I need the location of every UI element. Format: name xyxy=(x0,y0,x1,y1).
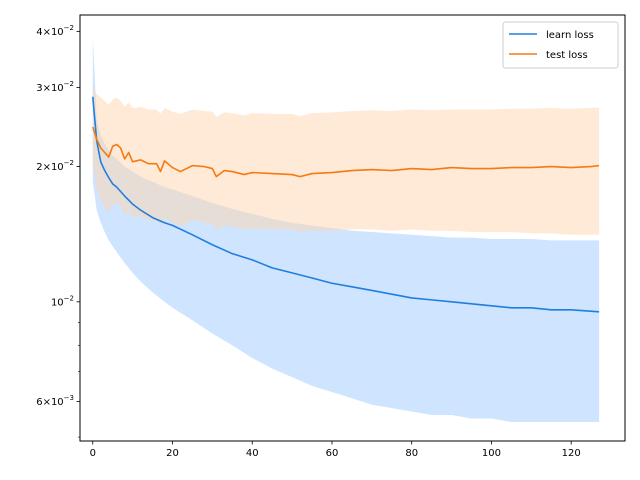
test-loss-band xyxy=(92,87,600,235)
x-tick-label: 20 xyxy=(166,448,179,459)
learn-loss-legend-label: learn loss xyxy=(546,30,594,41)
learn-loss-band xyxy=(92,36,600,423)
y-tick-label: 10−2 xyxy=(51,294,74,308)
x-tick-label: 80 xyxy=(405,448,418,459)
y-axis: 6×10−3 10−2 2×10−2 3×10−2 4×10−2 xyxy=(36,24,80,438)
plot-frame xyxy=(79,14,626,442)
x-tick-label: 100 xyxy=(482,448,501,459)
y-tick-label: 6×10−3 xyxy=(36,394,74,408)
test-loss-legend-label: test loss xyxy=(546,50,588,61)
legend: learn loss test loss xyxy=(502,21,619,69)
y-tick-label: 2×10−2 xyxy=(36,159,74,173)
x-tick-label: 60 xyxy=(326,448,339,459)
test-loss-line xyxy=(91,126,600,178)
y-tick-label: 3×10−2 xyxy=(36,80,74,94)
x-tick-label: 0 xyxy=(90,448,96,459)
series-lines xyxy=(91,96,600,313)
y-tick-label: 4×10−2 xyxy=(36,24,74,38)
legend-box xyxy=(502,21,619,69)
confidence-bands xyxy=(92,36,600,423)
x-tick-label: 120 xyxy=(562,448,581,459)
x-axis: 0 20 40 60 80 100 120 xyxy=(90,441,581,459)
learn-loss-line xyxy=(91,96,600,313)
x-tick-label: 40 xyxy=(246,448,259,459)
